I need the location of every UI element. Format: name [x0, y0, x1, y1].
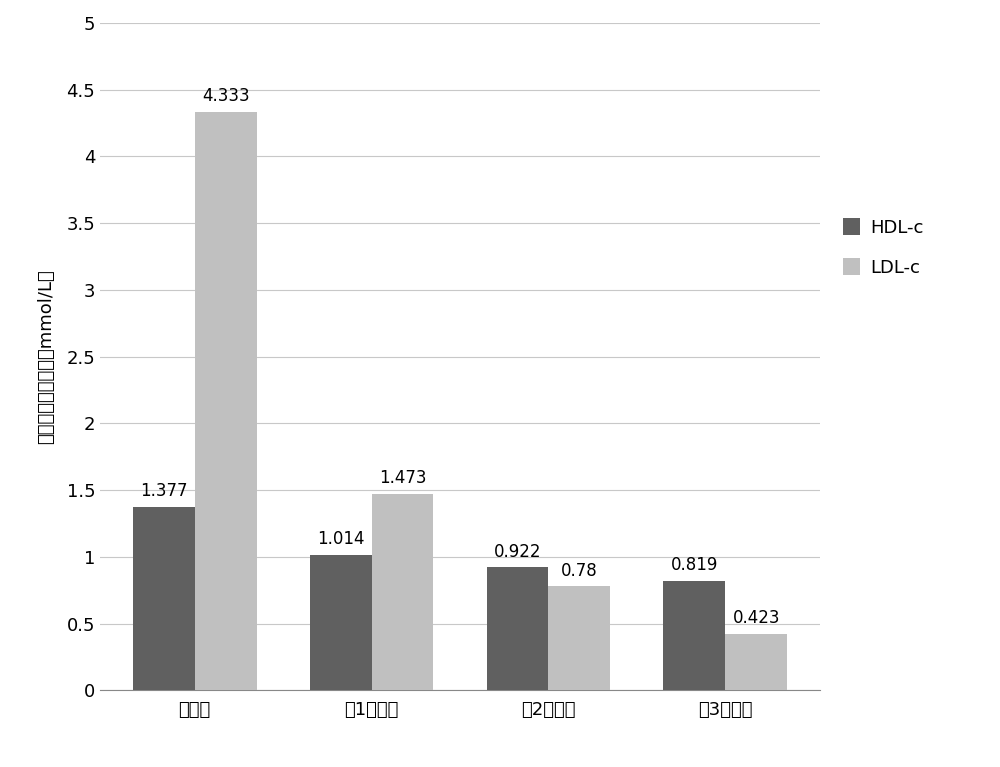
- Text: 1.014: 1.014: [317, 530, 364, 548]
- Text: 0.423: 0.423: [733, 609, 780, 627]
- Bar: [195, 112, 257, 690]
- Bar: [310, 555, 372, 690]
- Bar: [548, 586, 610, 690]
- Text: 0.78: 0.78: [561, 561, 598, 580]
- Bar: [725, 634, 787, 690]
- Text: 0.922: 0.922: [494, 542, 541, 561]
- Text: 0.819: 0.819: [671, 556, 718, 574]
- Bar: [487, 568, 548, 690]
- Bar: [372, 494, 433, 690]
- Bar: [663, 581, 725, 690]
- Text: 1.473: 1.473: [379, 469, 426, 487]
- Bar: [133, 506, 195, 690]
- Text: 4.333: 4.333: [202, 87, 249, 105]
- Legend: HDL-c, LDL-c: HDL-c, LDL-c: [843, 219, 924, 277]
- Text: 1.377: 1.377: [140, 482, 187, 500]
- Y-axis label: 脂蛋白胆固醇浓度（mmol/L）: 脂蛋白胆固醇浓度（mmol/L）: [37, 269, 55, 444]
